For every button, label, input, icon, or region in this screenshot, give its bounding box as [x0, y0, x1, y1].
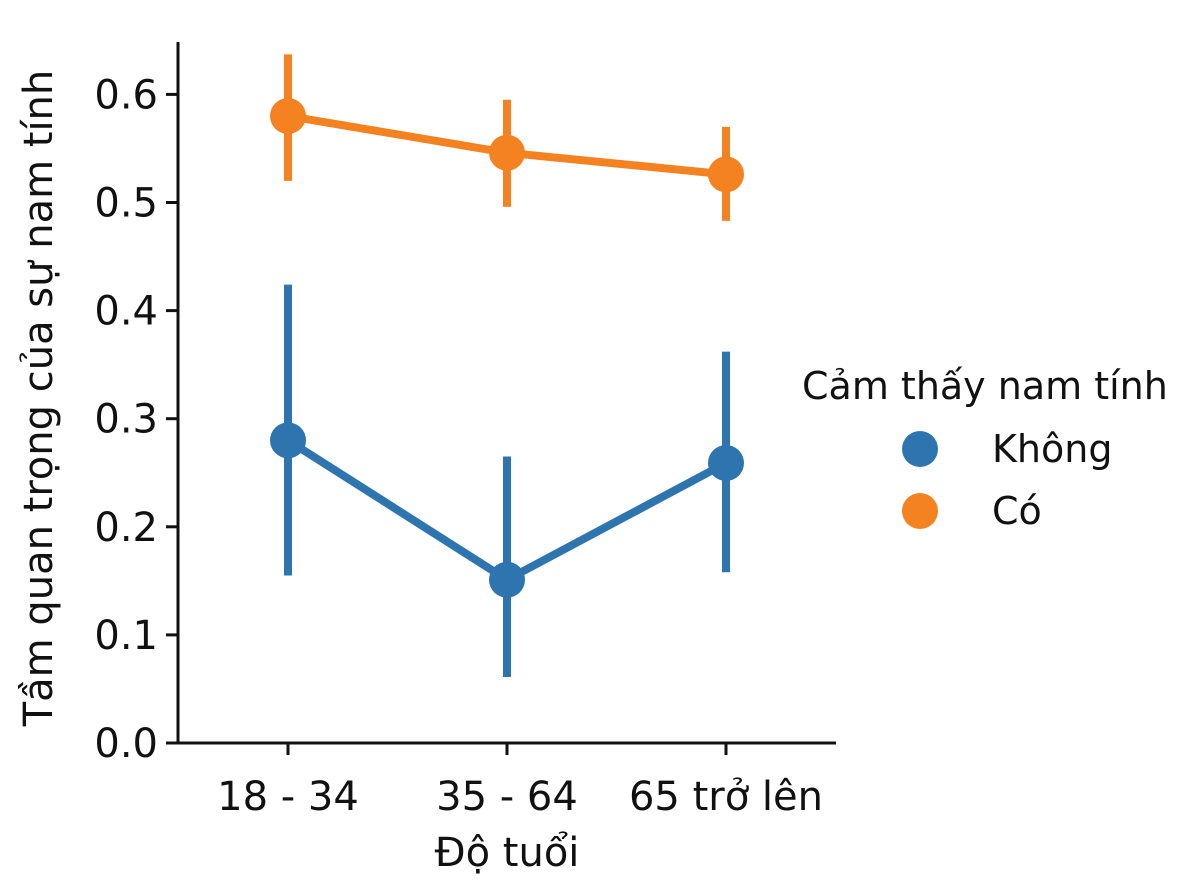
data-point	[270, 422, 306, 459]
legend-title: Cảm thấy nam tính	[802, 364, 1168, 408]
legend: Cảm thấy nam tính Không Có	[802, 364, 1168, 533]
series-1	[270, 284, 744, 678]
plot-area	[270, 54, 744, 678]
x-tick-label: 18 - 34	[217, 774, 359, 820]
legend-marker	[902, 493, 938, 529]
x-tick-label: 35 - 64	[436, 774, 578, 820]
y-tick-label: 0.2	[94, 505, 158, 551]
y-tick-label: 0.0	[94, 721, 158, 767]
legend-label: Không	[992, 427, 1112, 471]
y-tick-label: 0.6	[94, 72, 158, 118]
y-tick-label: 0.1	[94, 613, 158, 659]
y-axis-label: Tầm quan trọng của sự nam tính	[16, 70, 62, 728]
data-point	[708, 445, 744, 482]
x-axis-label: Độ tuổi	[435, 830, 580, 876]
data-point	[489, 134, 525, 171]
series-2	[270, 54, 744, 221]
data-point	[270, 98, 306, 135]
data-point	[708, 156, 744, 193]
y-tick-label: 0.3	[94, 397, 158, 443]
axes: 0.0 0.1 0.2 0.3 0.4 0.5 0.6 18 - 34 35 - 64 65 tr…	[94, 42, 836, 820]
legend-marker	[902, 431, 938, 467]
legend-label: Có	[992, 489, 1042, 533]
y-tick-label: 0.5	[94, 181, 158, 227]
x-tick-label: 65 trở lên	[629, 774, 823, 820]
y-tick-label: 0.4	[94, 289, 158, 335]
data-point	[489, 561, 525, 598]
